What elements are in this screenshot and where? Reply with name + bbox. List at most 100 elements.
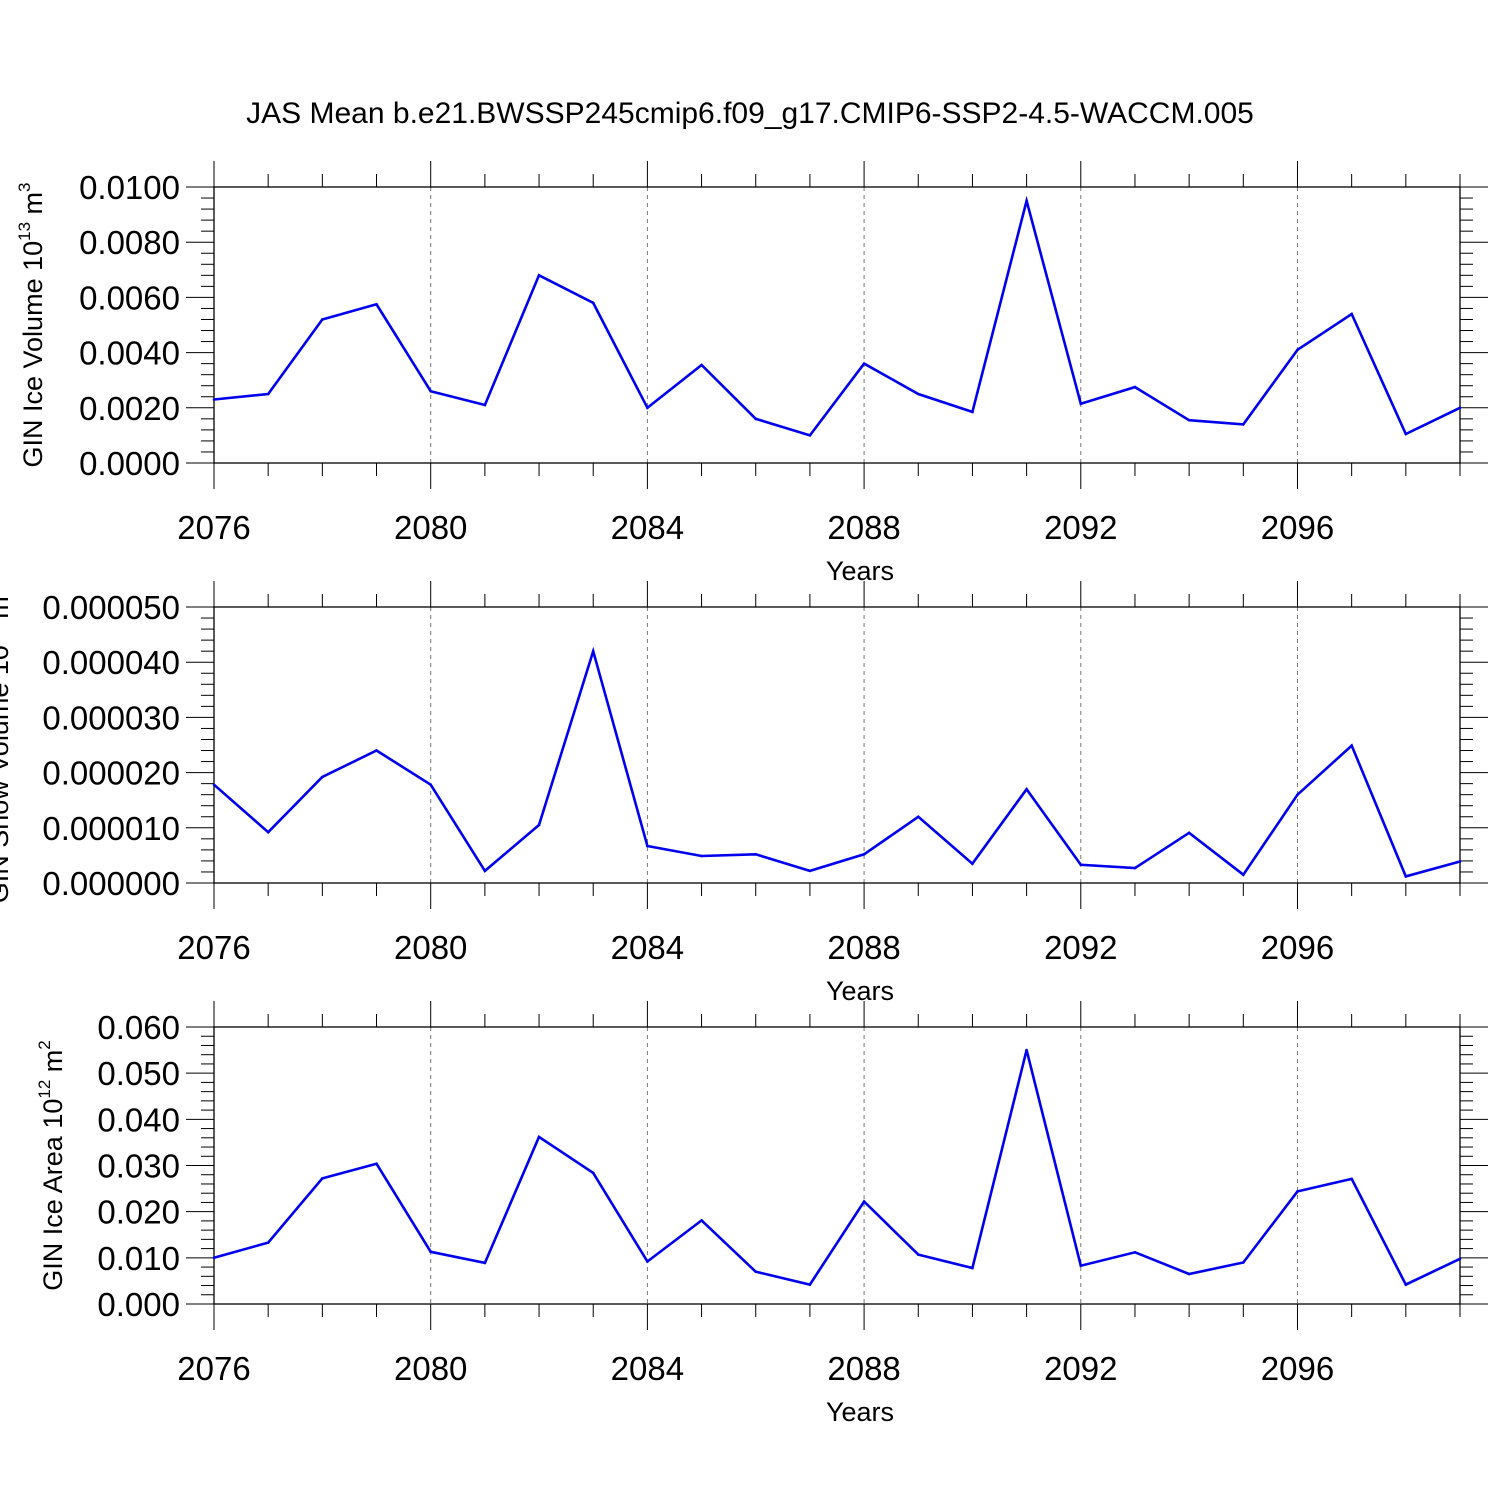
data-point [591, 649, 595, 653]
data-point [266, 830, 270, 834]
data-point [321, 775, 324, 779]
data-point [1187, 831, 1191, 835]
x-tick-label: 2084 [611, 1350, 684, 1387]
y-axis-label: GIN Ice Area 1012 m2 [35, 1040, 68, 1291]
data-point [591, 1171, 595, 1175]
data-series-line [213, 646, 1461, 878]
x-axis-label: Years [826, 1397, 894, 1427]
data-point [754, 417, 758, 421]
plot-panel-3: 0.000 0.010 0.020 0.030 0.040 0.050 0.060 2076 2… [35, 1001, 1488, 1427]
data-point [754, 1270, 758, 1273]
y-axis-label-unit: m [38, 1050, 68, 1080]
data-point [1404, 875, 1408, 878]
x-tick-label: 2088 [827, 929, 900, 966]
data-point [212, 398, 216, 401]
data-point [266, 1241, 270, 1244]
data-point [1079, 1264, 1083, 1267]
data-point [1242, 423, 1245, 426]
data-point [971, 1266, 974, 1270]
data-point [1133, 866, 1137, 870]
data-point [1079, 402, 1083, 405]
y-axis-label-text: GIN Ice Volume 10 [18, 241, 48, 468]
x-tick-label: 2076 [177, 1350, 250, 1387]
data-point [1458, 1257, 1462, 1261]
y-tick-label: 0.040 [97, 1101, 180, 1138]
x-tick-label: 2096 [1261, 929, 1334, 966]
data-point [429, 389, 432, 393]
plot-frame [213, 186, 1461, 464]
y-axis-label-text: GIN Ice Area 10 [38, 1099, 68, 1291]
data-point [1133, 1250, 1137, 1254]
data-point [1187, 418, 1191, 422]
plot-frame [213, 1026, 1461, 1305]
data-point [1025, 787, 1028, 791]
data-point [321, 318, 324, 321]
data-point [1242, 1261, 1245, 1264]
y-tick-label: 0.020 [97, 1194, 180, 1231]
y-tick-label: 0.000020 [42, 755, 180, 792]
data-point [1404, 432, 1408, 436]
data-series-line [213, 1049, 1461, 1287]
y-axis-label-unit: m [18, 192, 48, 222]
data-point [700, 854, 703, 858]
y-axis-label: GIN Ice Volume 1013 m3 [15, 182, 48, 467]
data-point [1458, 406, 1462, 410]
data-series-line [213, 195, 1461, 437]
data-point [916, 1253, 920, 1256]
y-tick-label: 0.0080 [79, 224, 180, 261]
data-point [1350, 312, 1353, 316]
data-point [429, 1250, 432, 1254]
data-point [916, 815, 920, 819]
y-tick-label: 0.000000 [42, 865, 180, 902]
x-tick-label: 2096 [1261, 509, 1334, 546]
data-point [808, 1283, 812, 1286]
data-point [1079, 863, 1083, 867]
y-tick-label: 0.000010 [42, 810, 180, 847]
y-tick-label: 0.000030 [42, 699, 180, 736]
x-tick-label: 2092 [1044, 509, 1117, 546]
data-point [808, 869, 812, 873]
x-tick-label: 2080 [394, 1350, 467, 1387]
data-point [1296, 348, 1299, 352]
x-tick-label: 2076 [177, 929, 250, 966]
data-point [537, 1135, 541, 1139]
data-point [916, 392, 920, 396]
plot-panel-1: 0.0000 0.0020 0.0040 0.0060 0.0080 0.0100 2076… [15, 161, 1488, 586]
data-point [483, 403, 487, 407]
data-point [700, 1219, 703, 1222]
y-axis-label: GIN Snow Volume 1013 m3 [0, 587, 14, 904]
data-point [429, 783, 432, 787]
data-point [375, 749, 378, 752]
data-point [862, 1200, 866, 1203]
y-tick-label: 0.060 [97, 1009, 180, 1046]
y-tick-label: 0.0060 [79, 279, 180, 316]
data-point [1025, 199, 1028, 203]
data-point [1242, 873, 1245, 877]
data-point [808, 434, 812, 437]
x-tick-label: 2080 [394, 509, 467, 546]
data-point [646, 406, 649, 410]
x-tick-label: 2092 [1044, 929, 1117, 966]
data-point [1025, 1048, 1028, 1052]
x-tick-label: 2088 [827, 1350, 900, 1387]
data-point [646, 844, 649, 848]
x-tick-label: 2084 [611, 509, 684, 546]
data-point [971, 862, 974, 865]
data-point [266, 392, 270, 396]
data-point [1458, 860, 1462, 863]
plots-group: 0.0000 0.0020 0.0040 0.0060 0.0080 0.0100 2076… [0, 161, 1488, 1427]
data-point [971, 410, 974, 414]
data-point [483, 1261, 487, 1265]
x-tick-label: 2076 [177, 509, 250, 546]
data-point [1296, 793, 1299, 796]
x-tick-label: 2088 [827, 509, 900, 546]
y-tick-label: 0.000 [97, 1286, 180, 1323]
y-axis-label-unit-exponent: 3 [15, 182, 34, 191]
data-point [1404, 1283, 1408, 1286]
y-tick-label: 0.000050 [42, 589, 180, 626]
data-point [1133, 385, 1137, 389]
y-tick-label: 0.010 [97, 1240, 180, 1277]
x-axis-label: Years [826, 556, 894, 586]
y-tick-label: 0.000040 [42, 644, 180, 681]
